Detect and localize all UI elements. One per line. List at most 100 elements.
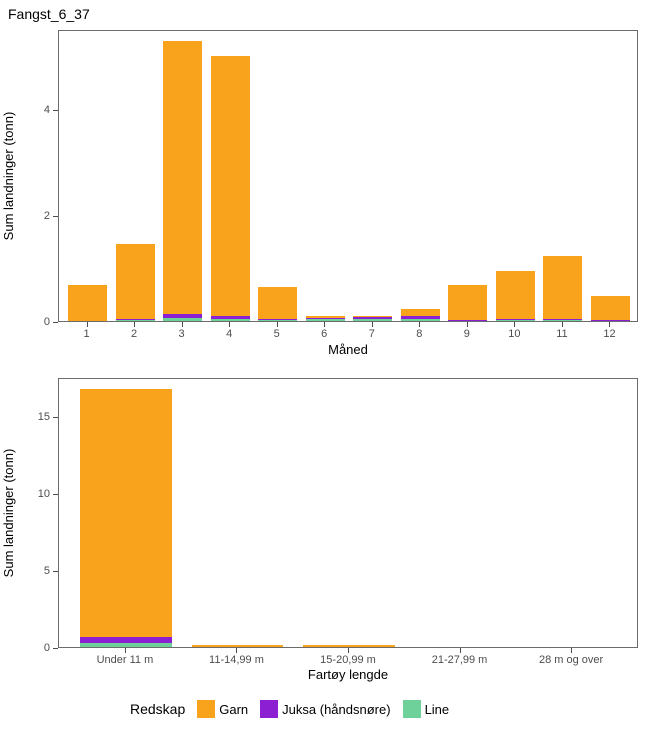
bar-segment — [116, 320, 155, 321]
bar-segment — [543, 256, 582, 319]
bar-segment — [543, 319, 582, 321]
legend-swatch — [403, 700, 421, 718]
bar-segment — [211, 56, 250, 316]
bar-segment — [306, 316, 345, 318]
bar — [401, 309, 440, 321]
bar-segment — [116, 319, 155, 320]
x-tick — [182, 322, 183, 327]
bar-segment — [448, 285, 487, 321]
chart-bottom-x-title: Fartøy lengde — [308, 667, 388, 682]
bar — [448, 285, 487, 321]
bar-segment — [192, 645, 283, 647]
x-tick — [467, 322, 468, 327]
legend-item: Line — [403, 700, 454, 718]
x-tick-label: 7 — [369, 328, 375, 340]
bar — [258, 287, 297, 322]
x-tick — [609, 322, 610, 327]
x-tick — [87, 322, 88, 327]
x-tick — [514, 322, 515, 327]
bar-segment — [401, 319, 440, 321]
bar-segment — [401, 316, 440, 319]
bar-segment — [80, 637, 171, 643]
bar-segment — [163, 318, 202, 321]
bar — [68, 285, 107, 321]
y-tick — [53, 648, 58, 649]
y-tick-label: 15 — [30, 411, 50, 423]
x-tick — [125, 648, 126, 653]
chart-top-x-title: Måned — [328, 342, 368, 357]
chart-top-y-title: Sum landninger (tonn) — [1, 112, 16, 241]
legend-label: Line — [425, 702, 450, 717]
bar — [303, 645, 394, 647]
y-tick — [53, 216, 58, 217]
bar — [116, 244, 155, 321]
x-tick — [236, 648, 237, 653]
x-tick-label: 11-14,99 m — [209, 654, 264, 666]
y-tick-label: 0 — [30, 316, 50, 328]
bar-segment — [353, 317, 392, 319]
bar-segment — [496, 271, 535, 320]
x-tick — [562, 322, 563, 327]
x-tick-label: Under 11 m — [97, 654, 154, 666]
bar-segment — [591, 296, 630, 320]
x-tick-label: 5 — [274, 328, 280, 340]
x-tick-label: 1 — [83, 328, 89, 340]
bar-segment — [80, 643, 171, 647]
y-tick-label: 4 — [30, 104, 50, 116]
legend-item: Garn — [197, 700, 252, 718]
bar-segment — [163, 41, 202, 314]
bar-segment — [80, 389, 171, 637]
x-tick-label: 3 — [179, 328, 185, 340]
bar — [543, 256, 582, 321]
bar — [211, 56, 250, 321]
legend-label: Juksa (håndsnøre) — [282, 702, 390, 717]
bar-segment — [448, 320, 487, 321]
x-tick — [348, 648, 349, 653]
x-tick-label: 28 m og over — [539, 654, 603, 666]
y-tick-label: 10 — [30, 488, 50, 500]
bar-segment — [591, 320, 630, 321]
bar — [192, 645, 283, 647]
bar-segment — [303, 645, 394, 647]
bar-segment — [306, 319, 345, 321]
x-tick — [460, 648, 461, 653]
bar-segment — [306, 318, 345, 320]
bar — [80, 389, 171, 647]
x-tick — [324, 322, 325, 327]
x-tick-label: 9 — [464, 328, 470, 340]
bar — [306, 316, 345, 321]
x-tick-label: 6 — [321, 328, 327, 340]
page-root: { "title": "Fangst_6_37", "legend": { "t… — [0, 0, 649, 730]
bar-segment — [163, 314, 202, 318]
bar-segment — [496, 320, 535, 321]
y-tick — [53, 322, 58, 323]
x-tick-label: 8 — [416, 328, 422, 340]
bar — [591, 296, 630, 321]
x-tick-label: 11 — [556, 328, 567, 340]
x-tick-label: 15-20,99 m — [320, 654, 376, 666]
x-tick — [372, 322, 373, 327]
x-tick-label: 2 — [131, 328, 137, 340]
bar-segment — [353, 319, 392, 321]
bar-segment — [258, 287, 297, 320]
y-tick-label: 0 — [30, 642, 50, 654]
bar-segment — [68, 285, 107, 321]
bar-segment — [258, 319, 297, 320]
bar — [496, 271, 535, 321]
bar-segment — [353, 316, 392, 318]
x-tick — [134, 322, 135, 327]
x-tick — [229, 322, 230, 327]
legend-item: Juksa (håndsnøre) — [260, 700, 394, 718]
legend-swatch — [260, 700, 278, 718]
x-tick — [571, 648, 572, 653]
y-tick-label: 5 — [30, 565, 50, 577]
x-tick-label: 21-27,99 m — [432, 654, 488, 666]
bar — [163, 41, 202, 321]
chart-top-panel — [58, 30, 638, 322]
legend-swatch — [197, 700, 215, 718]
bar-segment — [116, 244, 155, 319]
bar-segment — [496, 319, 535, 320]
y-tick — [53, 417, 58, 418]
legend: Redskap GarnJuksa (håndsnøre)Line — [130, 700, 453, 718]
bar — [353, 316, 392, 321]
